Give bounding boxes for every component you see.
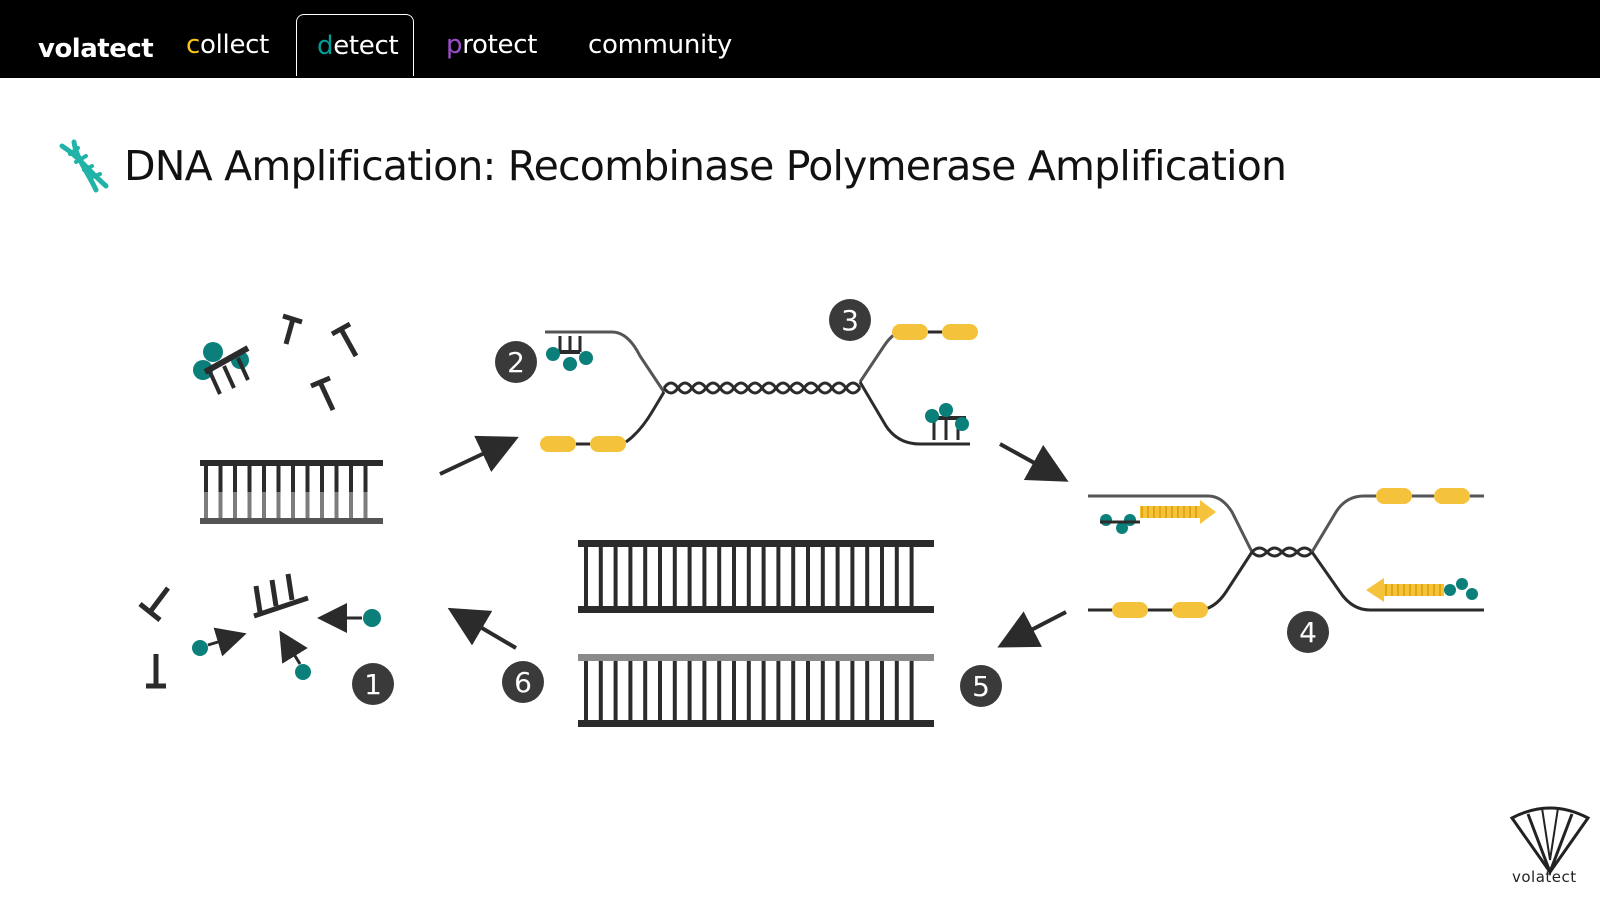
nav-detect-label-initial: d [317, 31, 334, 61]
page-title: DNA Amplification: Recombinase Polymeras… [124, 142, 1287, 190]
step-badge-1: 1 [352, 663, 394, 705]
nav-detect[interactable]: detect [296, 14, 414, 76]
step-badge-label: 2 [507, 346, 525, 379]
step-badge-3: 3 [829, 299, 871, 341]
nav-community-label-initial: c [588, 30, 602, 60]
nav-community-label-rest: ommunity [602, 30, 732, 60]
stage-1-components [138, 313, 383, 689]
dna-icon [59, 139, 109, 193]
nav-detect-label-rest: etect [333, 31, 399, 61]
top-nav-bar: volatect collect detect protect communit… [0, 0, 1600, 78]
free-components [138, 573, 309, 689]
step-badge-label: 6 [514, 666, 532, 699]
cycle-arrows [439, 435, 1069, 650]
step-badge-label: 5 [972, 670, 990, 703]
nav-collect[interactable]: collect [186, 14, 269, 76]
nav-community[interactable]: community [588, 14, 732, 76]
recombinase-bound-left [546, 336, 593, 371]
stage-2-3-strand-invasion [540, 324, 978, 452]
rpa-diagram: 1 2 3 4 5 6 [138, 299, 1484, 727]
nav-protect-label-initial: p [446, 30, 463, 60]
step-badges: 1 2 3 4 5 6 [352, 299, 1329, 707]
primer-pair-left [540, 436, 626, 452]
recombinase-complex [193, 342, 250, 395]
step-badge-6: 6 [502, 661, 544, 703]
step-badge-2: 2 [495, 341, 537, 383]
step-badge-label: 3 [841, 304, 859, 337]
stage-4-elongation [1088, 488, 1484, 618]
extension-arrow-bottom [1366, 578, 1478, 602]
footer-logo-text: volatect [1512, 868, 1577, 886]
stage-5-amplicons [578, 540, 934, 727]
step-badge-5: 5 [960, 665, 1002, 707]
shield-logo-icon [1509, 806, 1591, 877]
extension-arrow-top [1100, 500, 1216, 534]
primer-pair-right [892, 324, 978, 340]
recombinase-bound-right [925, 403, 969, 440]
step-badge-label: 4 [1299, 616, 1317, 649]
template-dna-duplex [200, 460, 383, 524]
nav-collect-label-rest: ollect [200, 30, 270, 60]
step-badge-4: 4 [1287, 611, 1329, 653]
free-protein-arrows [192, 603, 381, 680]
nav-protect[interactable]: protect [446, 14, 537, 76]
primer-t-shapes [282, 313, 359, 412]
nav-protect-label-rest: rotect [462, 30, 538, 60]
brand-link[interactable]: volatect [38, 34, 154, 64]
step-badge-label: 1 [364, 668, 382, 701]
nav-collect-label-initial: c [186, 30, 200, 60]
